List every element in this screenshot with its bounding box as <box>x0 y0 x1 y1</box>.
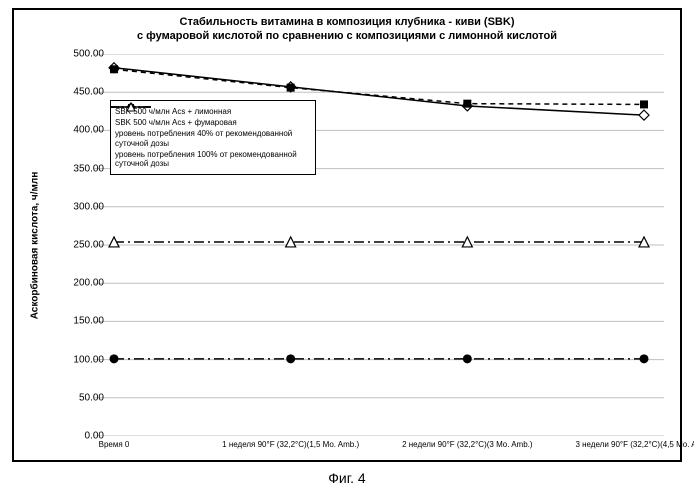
y-tick: 50.00 <box>79 392 104 403</box>
legend-row-fumaric: SBK 500 ч/млн Acs + фумаровая <box>115 118 311 127</box>
x-tick: Время 0 <box>44 440 184 449</box>
legend-row-rdi40: уровень потребления 40% от рекомендованн… <box>115 129 311 147</box>
y-tick: 400.00 <box>73 125 104 136</box>
legend-text-rdi40: уровень потребления 40% от рекомендованн… <box>115 129 311 147</box>
title-line-1: Стабильность витамина в композиция клубн… <box>180 16 515 28</box>
page: Стабильность витамина в композиция клубн… <box>0 0 694 500</box>
figure-label: Фиг. 4 <box>0 470 694 486</box>
y-tick: 450.00 <box>73 87 104 98</box>
legend-text-fumaric: SBK 500 ч/млн Acs + фумаровая <box>115 118 311 127</box>
legend-text-rdi100: уровень потребления 100% от рекомендован… <box>115 150 311 168</box>
y-axis-label: Аскорбиновая кислота, ч/млн <box>28 54 42 436</box>
y-tick: 500.00 <box>73 49 104 60</box>
x-tick: 3 недели 90°F (32,2°C)(4,5 Mo. Amb.) <box>574 440 694 449</box>
title-line-2: с фумаровой кислотой по сравнению с комп… <box>137 30 557 42</box>
x-tick: 2 недели 90°F (32,2°C)(3 Mo. Amb.) <box>397 440 537 449</box>
chart-frame: Стабильность витамина в композиция клубн… <box>12 8 682 462</box>
x-tick: 1 неделя 90°F (32,2°C)(1,5 Mo. Amb.) <box>221 440 361 449</box>
y-tick: 300.00 <box>73 201 104 212</box>
y-tick: 350.00 <box>73 163 104 174</box>
legend-row-rdi100: уровень потребления 100% от рекомендован… <box>115 150 311 168</box>
legend: SBK 500 ч/млн Acs + лимонная SBK 500 ч/м… <box>110 100 316 175</box>
y-tick: 200.00 <box>73 278 104 289</box>
y-tick: 100.00 <box>73 354 104 365</box>
y-tick: 150.00 <box>73 316 104 327</box>
chart-title: Стабильность витамина в композиция клубн… <box>14 16 680 44</box>
legend-icon-rdi100 <box>111 101 151 113</box>
y-tick: 250.00 <box>73 240 104 251</box>
